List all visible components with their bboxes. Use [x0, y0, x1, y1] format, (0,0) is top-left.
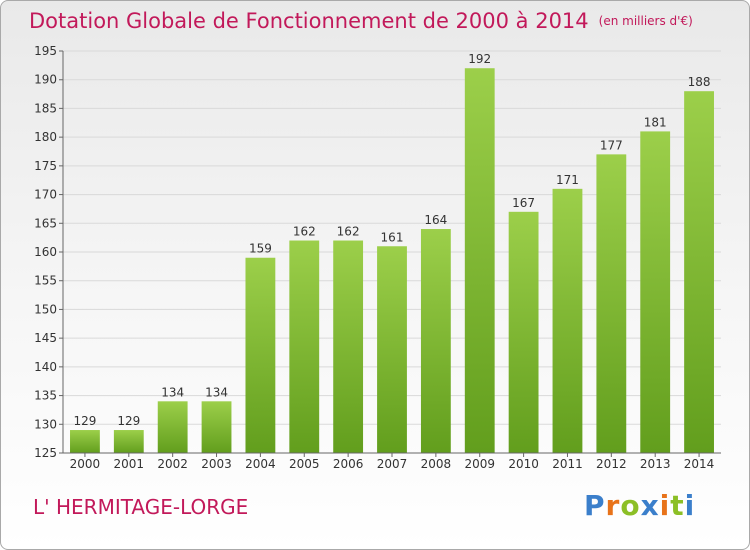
data-label-2000: 129 — [73, 414, 96, 428]
logo-letter: P — [584, 489, 606, 522]
x-tick-label-2013: 2013 — [640, 457, 671, 471]
bar-2007 — [377, 246, 407, 453]
y-tick-label: 180 — [34, 130, 57, 144]
bar-2004 — [245, 257, 276, 453]
bar-2010 — [508, 211, 539, 453]
y-tick-label: 145 — [34, 331, 57, 345]
bar-2013 — [640, 131, 671, 453]
bar-2000 — [70, 430, 100, 453]
data-label-2006: 162 — [337, 225, 360, 239]
axes — [59, 50, 721, 457]
x-tick-label-2003: 2003 — [201, 457, 232, 471]
y-tick-label: 150 — [34, 302, 57, 316]
chart-title-text: Dotation Globale de Fonctionnement de 20… — [29, 9, 589, 33]
bar-2014 — [684, 91, 714, 453]
y-tick-label: 160 — [34, 245, 57, 259]
x-tick-label-2004: 2004 — [245, 457, 276, 471]
y-tick-label: 185 — [34, 101, 57, 115]
data-label-2010: 167 — [512, 196, 535, 210]
proxiti-logo: Proxiti — [584, 489, 695, 522]
logo-letter: x — [640, 489, 660, 522]
y-tick-label: 190 — [34, 73, 57, 87]
bar-2001 — [113, 430, 144, 453]
unit-label: (en milliers d'€) — [598, 14, 693, 28]
x-tick-label-2014: 2014 — [684, 457, 715, 471]
x-tick-label-2005: 2005 — [289, 457, 320, 471]
bar-2009 — [464, 68, 495, 453]
y-tick-label: 195 — [34, 44, 57, 58]
bar-2005 — [289, 240, 320, 453]
bar-2008 — [420, 229, 451, 453]
y-tick-label: 175 — [34, 159, 57, 173]
logo-letter: o — [620, 489, 641, 522]
logo-letter: r — [605, 489, 621, 522]
y-tick-label: 170 — [34, 188, 57, 202]
data-label-2001: 129 — [117, 414, 140, 428]
logo-letter: i — [659, 489, 671, 522]
logo-letter: i — [684, 489, 696, 522]
y-tick-label: 130 — [34, 417, 57, 431]
commune-name: L' HERMITAGE-LORGE — [33, 495, 249, 519]
x-tick-label-2010: 2010 — [508, 457, 539, 471]
x-tick-label-2007: 2007 — [377, 457, 408, 471]
x-tick-label-2008: 2008 — [421, 457, 452, 471]
x-tick-label-2000: 2000 — [70, 457, 101, 471]
bar-2002 — [157, 401, 188, 453]
logo-letter: t — [670, 489, 685, 522]
x-tick-label-2006: 2006 — [333, 457, 364, 471]
data-label-2012: 177 — [600, 138, 623, 152]
x-tick-label-2002: 2002 — [157, 457, 188, 471]
data-label-2002: 134 — [161, 385, 184, 399]
x-tick-label-2009: 2009 — [464, 457, 495, 471]
data-label-2004: 159 — [249, 242, 272, 256]
data-label-2003: 134 — [205, 385, 228, 399]
data-label-2005: 162 — [293, 225, 316, 239]
bars — [70, 68, 714, 454]
bar-2006 — [333, 240, 364, 453]
y-tick-label: 165 — [34, 216, 57, 230]
data-label-2011: 171 — [556, 173, 579, 187]
bar-2003 — [201, 401, 232, 453]
data-label-2013: 181 — [644, 115, 667, 129]
labels: 125 130 135 140 145 150 155 160 165 170 175 180 185 1… — [34, 44, 714, 471]
data-label-2008: 164 — [424, 213, 447, 227]
bar-2011 — [552, 188, 583, 454]
y-tick-label: 155 — [34, 274, 57, 288]
bar-2012 — [596, 154, 627, 453]
data-label-2009: 192 — [468, 52, 491, 66]
x-tick-label-2001: 2001 — [114, 457, 145, 471]
y-tick-label: 135 — [34, 389, 57, 403]
data-label-2007: 161 — [381, 230, 404, 244]
y-tick-label: 140 — [34, 360, 57, 374]
data-label-2014: 188 — [688, 75, 711, 89]
x-tick-label-2011: 2011 — [552, 457, 583, 471]
chart-title: Dotation Globale de Fonctionnement de 20… — [29, 9, 693, 33]
y-tick-label: 125 — [34, 446, 57, 460]
x-tick-label-2012: 2012 — [596, 457, 627, 471]
